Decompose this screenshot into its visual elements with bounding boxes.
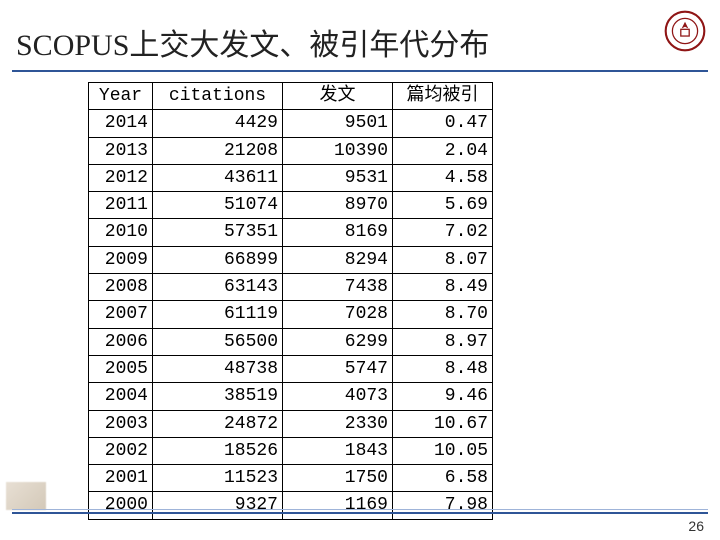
- table-cell: 5747: [283, 355, 393, 382]
- table-cell: 7028: [283, 301, 393, 328]
- table-cell: 18526: [153, 437, 283, 464]
- col-header-avg-cited: 篇均被引: [393, 83, 493, 110]
- table-cell: 7.02: [393, 219, 493, 246]
- table-cell: 43611: [153, 164, 283, 191]
- table-cell: 21208: [153, 137, 283, 164]
- slide-title: SCOPUS上交大发文、被引年代分布: [16, 20, 704, 64]
- table-cell: 2006: [89, 328, 153, 355]
- table-cell: 48738: [153, 355, 283, 382]
- decorative-corner-image: [6, 482, 46, 510]
- table-row: 2014442995010.47: [89, 110, 493, 137]
- table-cell: 2009: [89, 246, 153, 273]
- footer-rule: [12, 512, 708, 514]
- table-row: 20115107489705.69: [89, 192, 493, 219]
- table-cell: 4.58: [393, 164, 493, 191]
- table-cell: 2.04: [393, 137, 493, 164]
- col-header-citations: citations: [153, 83, 283, 110]
- table-row: 20065650062998.97: [89, 328, 493, 355]
- table-cell: 2011: [89, 192, 153, 219]
- table-cell: 38519: [153, 383, 283, 410]
- table-cell: 10.05: [393, 437, 493, 464]
- table-cell: 9327: [153, 492, 283, 519]
- table-cell: 4429: [153, 110, 283, 137]
- table-cell: 2000: [89, 492, 153, 519]
- table-cell: 57351: [153, 219, 283, 246]
- table-cell: 11523: [153, 465, 283, 492]
- table-cell: 8.97: [393, 328, 493, 355]
- table-cell: 61119: [153, 301, 283, 328]
- table-cell: 56500: [153, 328, 283, 355]
- table-cell: 6.58: [393, 465, 493, 492]
- table-row: 20054873857478.48: [89, 355, 493, 382]
- table-cell: 7438: [283, 274, 393, 301]
- table-cell: 2007: [89, 301, 153, 328]
- table-cell: 7.98: [393, 492, 493, 519]
- table-cell: 66899: [153, 246, 283, 273]
- table-cell: 10.67: [393, 410, 493, 437]
- table-cell: 2010: [89, 219, 153, 246]
- table-row: 200324872233010.67: [89, 410, 493, 437]
- table-cell: 2014: [89, 110, 153, 137]
- table-row: 200218526184310.05: [89, 437, 493, 464]
- table-row: 201321208103902.04: [89, 137, 493, 164]
- table-row: 2000932711697.98: [89, 492, 493, 519]
- table-cell: 0.47: [393, 110, 493, 137]
- table-cell: 1843: [283, 437, 393, 464]
- table-cell: 2003: [89, 410, 153, 437]
- page-number: 26: [688, 518, 704, 534]
- table-cell: 5.69: [393, 192, 493, 219]
- table-cell: 2002: [89, 437, 153, 464]
- table-cell: 24872: [153, 410, 283, 437]
- table-cell: 9.46: [393, 383, 493, 410]
- table-header-row: Year citations 发文 篇均被引: [89, 83, 493, 110]
- table-cell: 1169: [283, 492, 393, 519]
- table-cell: 2005: [89, 355, 153, 382]
- table-cell: 63143: [153, 274, 283, 301]
- table-row: 20076111970288.70: [89, 301, 493, 328]
- table-cell: 2013: [89, 137, 153, 164]
- table-cell: 9531: [283, 164, 393, 191]
- table-row: 20043851940739.46: [89, 383, 493, 410]
- col-header-year: Year: [89, 83, 153, 110]
- col-header-publications: 发文: [283, 83, 393, 110]
- table-row: 20105735181697.02: [89, 219, 493, 246]
- table-cell: 8294: [283, 246, 393, 273]
- table-cell: 2330: [283, 410, 393, 437]
- table-row: 20096689982948.07: [89, 246, 493, 273]
- table-cell: 51074: [153, 192, 283, 219]
- table-cell: 8169: [283, 219, 393, 246]
- table-row: 20124361195314.58: [89, 164, 493, 191]
- table-cell: 8970: [283, 192, 393, 219]
- table-cell: 8.48: [393, 355, 493, 382]
- table-cell: 2012: [89, 164, 153, 191]
- table-cell: 1750: [283, 465, 393, 492]
- table-cell: 6299: [283, 328, 393, 355]
- data-table: Year citations 发文 篇均被引 2014442995010.472…: [88, 82, 493, 520]
- table-cell: 2001: [89, 465, 153, 492]
- table-cell: 9501: [283, 110, 393, 137]
- university-seal-icon: [664, 10, 706, 52]
- table-row: 20086314374388.49: [89, 274, 493, 301]
- table-cell: 2004: [89, 383, 153, 410]
- table-cell: 2008: [89, 274, 153, 301]
- table-row: 20011152317506.58: [89, 465, 493, 492]
- table-cell: 8.07: [393, 246, 493, 273]
- table-cell: 8.49: [393, 274, 493, 301]
- table-cell: 8.70: [393, 301, 493, 328]
- table-cell: 4073: [283, 383, 393, 410]
- table-cell: 10390: [283, 137, 393, 164]
